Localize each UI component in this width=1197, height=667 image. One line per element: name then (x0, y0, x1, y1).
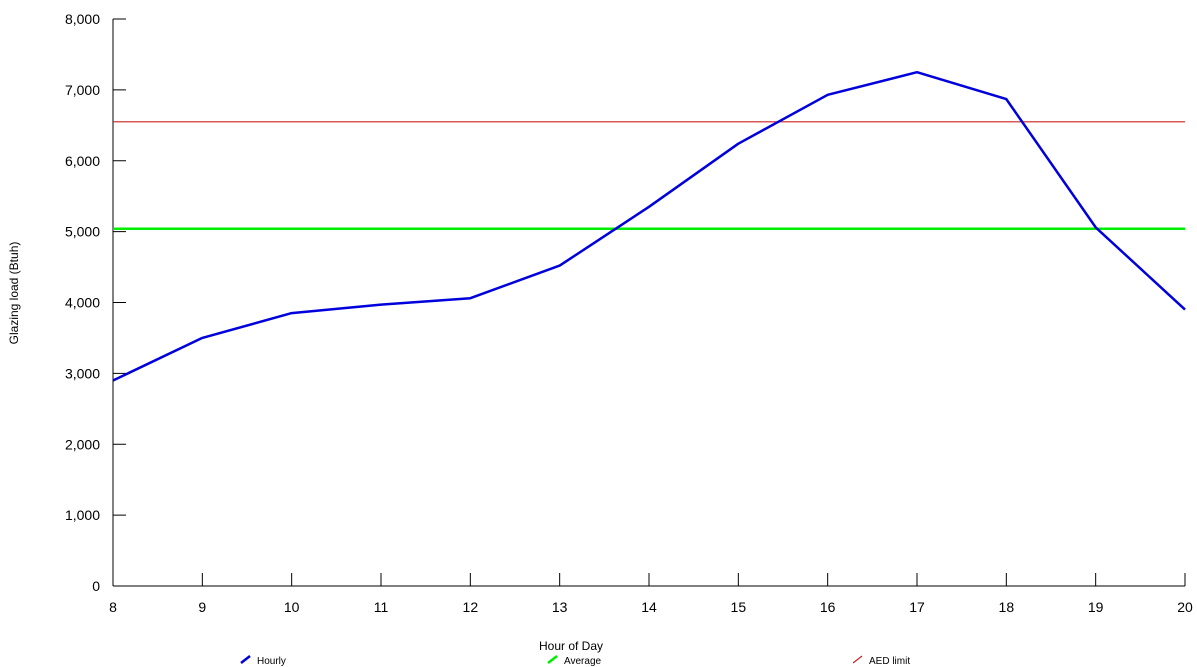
x-tick-label: 10 (284, 599, 300, 615)
legend: Hourly Average AED limit (240, 655, 910, 667)
legend-label-aed-limit: AED limit (869, 656, 910, 667)
y-tick-label: 3,000 (65, 365, 100, 381)
y-tick-label: 1,000 (65, 507, 100, 523)
legend-label-hourly: Hourly (257, 656, 286, 667)
legend-swatch-hourly (240, 655, 251, 664)
legend-label-average: Average (564, 656, 602, 667)
x-tick-label: 12 (463, 599, 479, 615)
x-tick-label: 15 (731, 599, 747, 615)
y-tick-label: 6,000 (65, 153, 100, 169)
x-tick-label: 17 (909, 599, 925, 615)
y-tick-label: 5,000 (65, 224, 100, 240)
x-tick-label: 20 (1177, 599, 1193, 615)
series-line-hourly (112, 70, 1186, 382)
series-layer (112, 70, 1186, 382)
x-axis: 8 9 10 11 12 13 14 15 16 17 18 19 20 (109, 573, 1193, 615)
y-tick-label: 7,000 (65, 82, 100, 98)
x-tick-label: 16 (820, 599, 836, 615)
x-axis-title: Hour of Day (539, 639, 603, 653)
y-tick-label: 4,000 (65, 295, 100, 311)
y-tick-label: 2,000 (65, 436, 100, 452)
y-tick-label: 0 (92, 578, 100, 594)
y-axis: 0 1,000 2,000 3,000 4,000 5,000 6,000 7,000 8,00… (65, 11, 126, 594)
x-tick-label: 14 (641, 599, 657, 615)
legend-swatch-average (547, 655, 558, 664)
legend-swatch-aed-limit (852, 655, 863, 664)
y-tick-label: 8,000 (65, 11, 100, 27)
x-tick-label: 19 (1088, 599, 1104, 615)
x-tick-label: 9 (198, 599, 206, 615)
x-tick-label: 13 (552, 599, 568, 615)
y-axis-title: Glazing load (Btuh) (7, 242, 21, 345)
x-tick-label: 8 (109, 599, 117, 615)
x-tick-label: 18 (999, 599, 1015, 615)
x-tick-label: 11 (374, 599, 389, 615)
